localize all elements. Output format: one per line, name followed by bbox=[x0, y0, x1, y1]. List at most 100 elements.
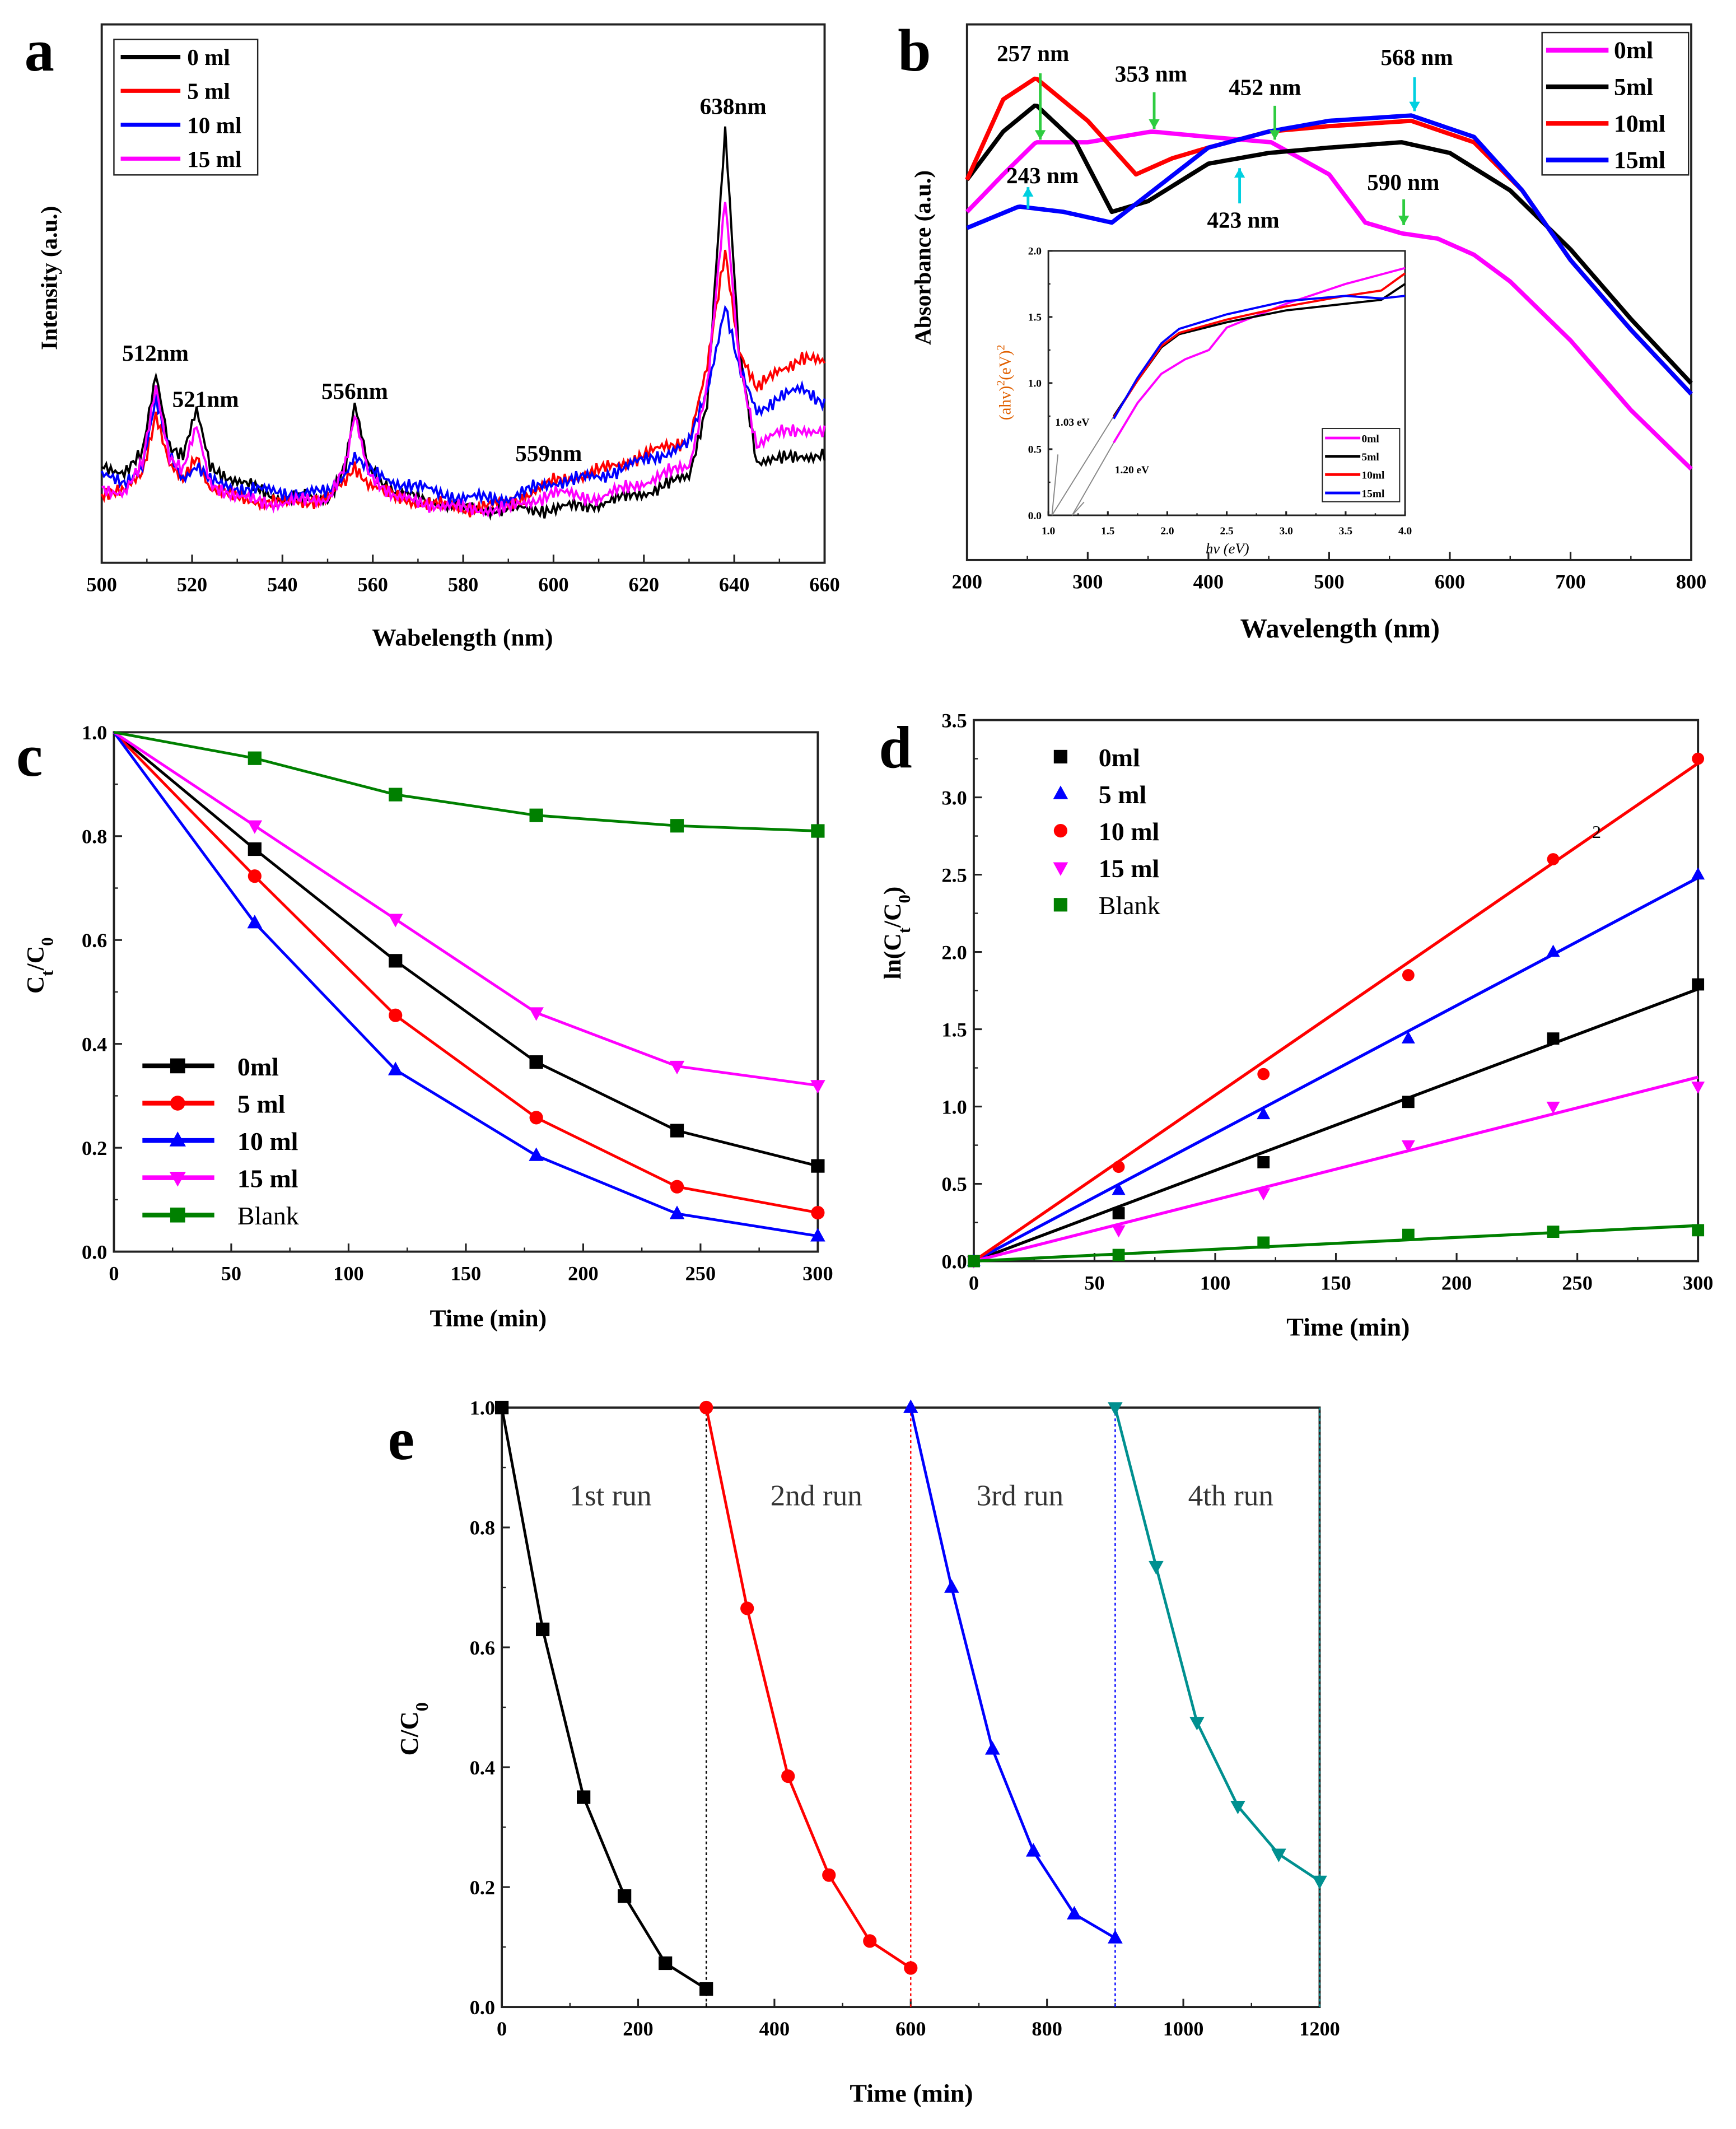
fit-line bbox=[973, 762, 1699, 1263]
fit-line bbox=[973, 1075, 1698, 1263]
legend-label: 15 ml bbox=[1099, 854, 1160, 883]
data-point-marker bbox=[822, 1868, 836, 1882]
y-tick-label: 0.0 bbox=[82, 1241, 107, 1263]
x-tick-label: 300 bbox=[802, 1262, 833, 1284]
data-point-marker bbox=[618, 1889, 632, 1903]
x-tick-label: 800 bbox=[1032, 2018, 1062, 2040]
annotation-text: 2 bbox=[1592, 822, 1601, 842]
x-axis-label: Time (min) bbox=[430, 1305, 547, 1332]
peak-label: 556nm bbox=[321, 378, 388, 404]
series-line bbox=[113, 731, 818, 1087]
data-point-marker bbox=[1257, 1068, 1270, 1080]
x-tick-label: 500 bbox=[1314, 571, 1344, 593]
legend-label: 10 ml bbox=[1099, 817, 1160, 846]
inset-y-axis-label: (ahv)2(eV)2 bbox=[995, 344, 1014, 420]
legend-label: 10 ml bbox=[237, 1127, 298, 1156]
data-point-marker bbox=[699, 1982, 713, 1996]
series-line-0ml bbox=[965, 129, 1693, 471]
series-line-15ml bbox=[101, 202, 826, 518]
peak-label: 559nm bbox=[515, 440, 582, 466]
data-point-marker bbox=[670, 1180, 684, 1194]
run-label: 3rd run bbox=[977, 1479, 1063, 1512]
arrow-head-icon bbox=[1149, 119, 1160, 129]
data-point-marker bbox=[529, 1147, 544, 1161]
x-tick-label: 150 bbox=[1320, 1271, 1351, 1294]
data-point-marker bbox=[1401, 1031, 1415, 1043]
series-line-15ml bbox=[966, 113, 1693, 396]
y-axis-label: ln(Ct/C0) bbox=[879, 887, 914, 980]
data-point-marker bbox=[529, 1111, 543, 1125]
x-tick-label: 150 bbox=[451, 1262, 481, 1284]
legend-label: 15 ml bbox=[187, 146, 241, 172]
arrow-head-icon bbox=[1409, 101, 1420, 111]
x-tick-label: 540 bbox=[267, 574, 297, 596]
peak-label: 590 nm bbox=[1367, 169, 1439, 195]
data-point-marker bbox=[740, 1601, 754, 1615]
data-point-marker bbox=[811, 824, 825, 838]
data-point-marker bbox=[389, 788, 403, 802]
y-tick-label: 1.0 bbox=[470, 1397, 495, 1419]
panel-letter: e bbox=[388, 1406, 414, 1473]
x-tick-label: 600 bbox=[895, 2018, 926, 2040]
data-point-marker bbox=[529, 808, 543, 822]
data-point-marker bbox=[529, 1055, 543, 1069]
peak-label: 638nm bbox=[700, 93, 767, 119]
data-point-marker bbox=[1546, 944, 1560, 957]
legend-label: 15ml bbox=[1614, 147, 1665, 174]
inset-tauc-plot: 1.0 1.5 2.0 2.5 3.0 3.5 4.0 0.0 0.5 1.0 1.5 2.0 1.03… bbox=[995, 246, 1412, 557]
data-point-marker bbox=[670, 819, 684, 833]
data-point-marker bbox=[1026, 1843, 1041, 1857]
x-tick-label: 200 bbox=[1441, 1271, 1472, 1294]
x-axis-label: Time (min) bbox=[1286, 1313, 1410, 1341]
data-point-marker bbox=[1053, 749, 1068, 764]
inset-x-axis-label: hv (eV) bbox=[1206, 540, 1249, 557]
panel-letter: b bbox=[898, 18, 931, 84]
legend-label: 0ml bbox=[1362, 433, 1380, 445]
legend bbox=[113, 38, 259, 176]
arrow-head-icon bbox=[1034, 130, 1046, 140]
x-tick-label: 400 bbox=[759, 2018, 790, 2040]
inset-series-line-15ml bbox=[1113, 295, 1406, 420]
legend-label: 15 ml bbox=[237, 1164, 298, 1193]
peak-label: 257 nm bbox=[997, 40, 1069, 66]
series-line bbox=[500, 1407, 707, 1991]
data-point-marker bbox=[248, 842, 262, 856]
legend-label: 10ml bbox=[1614, 110, 1665, 137]
y-axis-label: Absorbance (a.u.) bbox=[909, 170, 936, 345]
data-point-marker bbox=[388, 914, 403, 928]
series-line bbox=[113, 730, 818, 832]
data-point-marker bbox=[659, 1956, 673, 1970]
data-point-marker bbox=[1402, 969, 1415, 981]
data-point-marker bbox=[863, 1934, 877, 1948]
y-tick-label: 0.8 bbox=[470, 1517, 495, 1539]
x-tick-label: 600 bbox=[538, 574, 568, 596]
x-tick-label: 520 bbox=[177, 574, 207, 596]
data-point-marker bbox=[1257, 1236, 1270, 1249]
y-tick-label: 0.2 bbox=[470, 1876, 495, 1899]
legend-label: 5 ml bbox=[1099, 780, 1147, 809]
arrow-head-icon bbox=[1234, 168, 1245, 178]
data-point-marker bbox=[1112, 1207, 1125, 1219]
data-point-marker bbox=[1692, 752, 1705, 765]
x-tick-label: 50 bbox=[1084, 1271, 1104, 1294]
y-tick-label: 0.5 bbox=[1028, 444, 1042, 456]
x-tick-label: 580 bbox=[448, 574, 478, 596]
x-tick-label: 200 bbox=[952, 571, 982, 593]
annotation-leader bbox=[1051, 454, 1059, 516]
data-point-marker bbox=[1402, 1228, 1415, 1241]
legend-label: 5 ml bbox=[187, 78, 230, 104]
y-tick-label: 1.5 bbox=[941, 1018, 967, 1041]
legend-label: 10ml bbox=[1362, 470, 1385, 482]
data-point-marker bbox=[810, 1080, 825, 1094]
data-point-marker bbox=[1112, 1225, 1126, 1238]
y-tick-label: 0.4 bbox=[82, 1033, 107, 1055]
panel-e: 0 200 400 600 800 1000 1200 0.0 0.2 0.4 0.6 0.8 1.0 1… bbox=[395, 1397, 1340, 2108]
series-line bbox=[113, 731, 818, 1238]
data-point-marker bbox=[811, 1205, 825, 1220]
x-tick-label: 300 bbox=[1072, 571, 1103, 593]
peak-label: 243 nm bbox=[1006, 162, 1079, 188]
data-point-marker bbox=[1108, 1402, 1123, 1416]
y-tick-label: 0.6 bbox=[82, 929, 107, 952]
x-tick-label: 2.5 bbox=[1220, 525, 1233, 537]
